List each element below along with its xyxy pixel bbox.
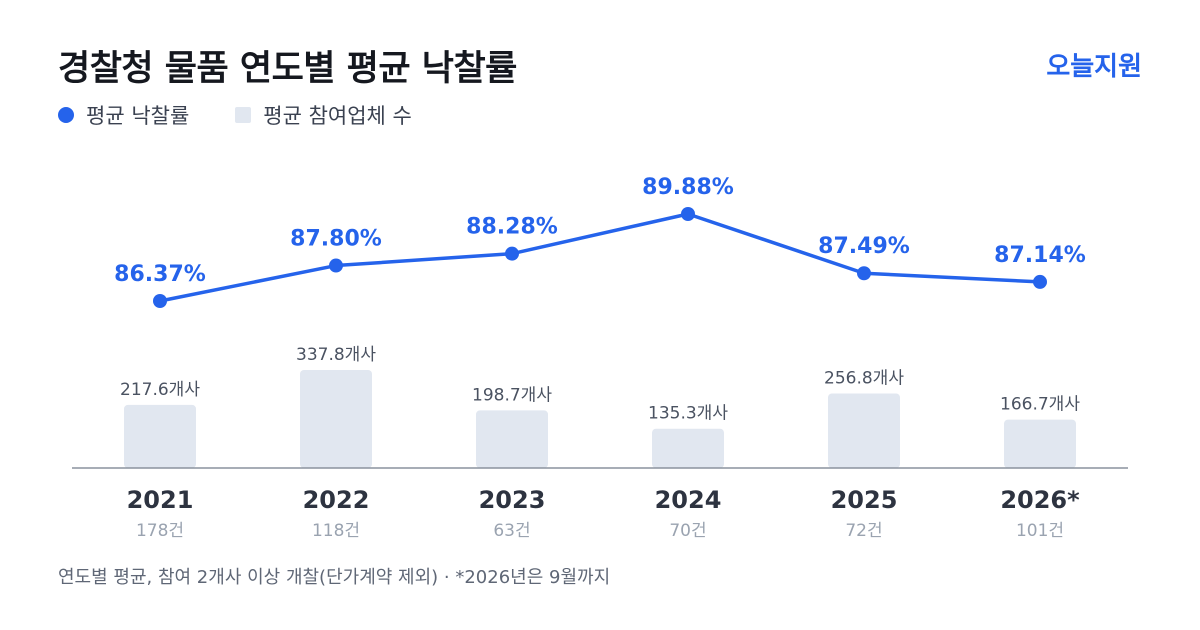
legend-square-icon <box>235 107 252 123</box>
count-label-2023: 63건 <box>493 521 530 541</box>
rate-point-2024 <box>681 207 695 221</box>
count-label-2022: 118건 <box>312 521 360 541</box>
bar-label-2024: 135.3개사 <box>648 404 728 424</box>
count-label-2025: 72건 <box>845 521 882 541</box>
tick-label-2023: 2023 <box>479 486 546 514</box>
bar-label-2022: 337.8개사 <box>296 345 376 365</box>
bar-2024 <box>652 428 724 468</box>
bar-2026* <box>1004 419 1076 468</box>
rate-point-2021 <box>153 294 167 308</box>
count-label-2024: 70건 <box>669 521 706 541</box>
rate-line <box>158 212 1042 303</box>
tick-label-2022: 2022 <box>303 486 370 514</box>
tick-label-2021: 2021 <box>127 486 194 514</box>
legend: 평균 낙찰률 평균 참여업체 수 <box>58 100 458 130</box>
bar-label-2026*: 166.7개사 <box>1000 395 1080 415</box>
bar-2022 <box>300 370 372 468</box>
legend-item-rate: 평균 낙찰률 <box>58 100 189 130</box>
legend-dot-icon <box>58 107 74 123</box>
rate-label-2022: 87.80% <box>290 227 382 252</box>
rate-label-2026*: 87.14% <box>994 243 1086 268</box>
rate-point-2025 <box>857 266 871 281</box>
footnote: 연도별 평균, 참여 2개사 이상 개찰(단가계약 제외) · *2026년은 … <box>58 567 611 588</box>
bar-label-2023: 198.7개사 <box>472 385 552 405</box>
rate-point-2026* <box>1033 274 1047 289</box>
rate-point-2022 <box>329 258 343 273</box>
legend-rate-label: 평균 낙찰률 <box>86 104 190 128</box>
bar-label-2021: 217.6개사 <box>120 380 200 400</box>
bar-label-2025: 256.8개사 <box>824 368 904 388</box>
rate-label-2024: 89.88% <box>642 175 734 200</box>
bar-2023 <box>476 410 548 468</box>
tick-label-2025: 2025 <box>831 486 898 514</box>
count-label-2026*: 101건 <box>1016 521 1064 541</box>
tick-label-2024: 2024 <box>655 486 722 514</box>
rate-label-2025: 87.49% <box>818 234 910 259</box>
legend-bidders-label: 평균 참여업체 수 <box>263 104 412 128</box>
tick-label-2026*: 2026* <box>1000 486 1080 514</box>
rate-point-2023 <box>505 246 519 261</box>
chart-title: 경찰청 물품 연도별 평균 낙찰률 <box>58 49 517 89</box>
rate-label-2023: 88.28% <box>466 215 558 240</box>
count-label-2021: 178건 <box>136 521 184 541</box>
rate-label-2021: 86.37% <box>114 262 206 287</box>
brand-logo: 오늘지원 <box>1046 52 1142 82</box>
bar-2025 <box>828 393 900 468</box>
legend-item-bidders: 평균 참여업체 수 <box>235 100 412 130</box>
bar-2021 <box>124 404 196 468</box>
